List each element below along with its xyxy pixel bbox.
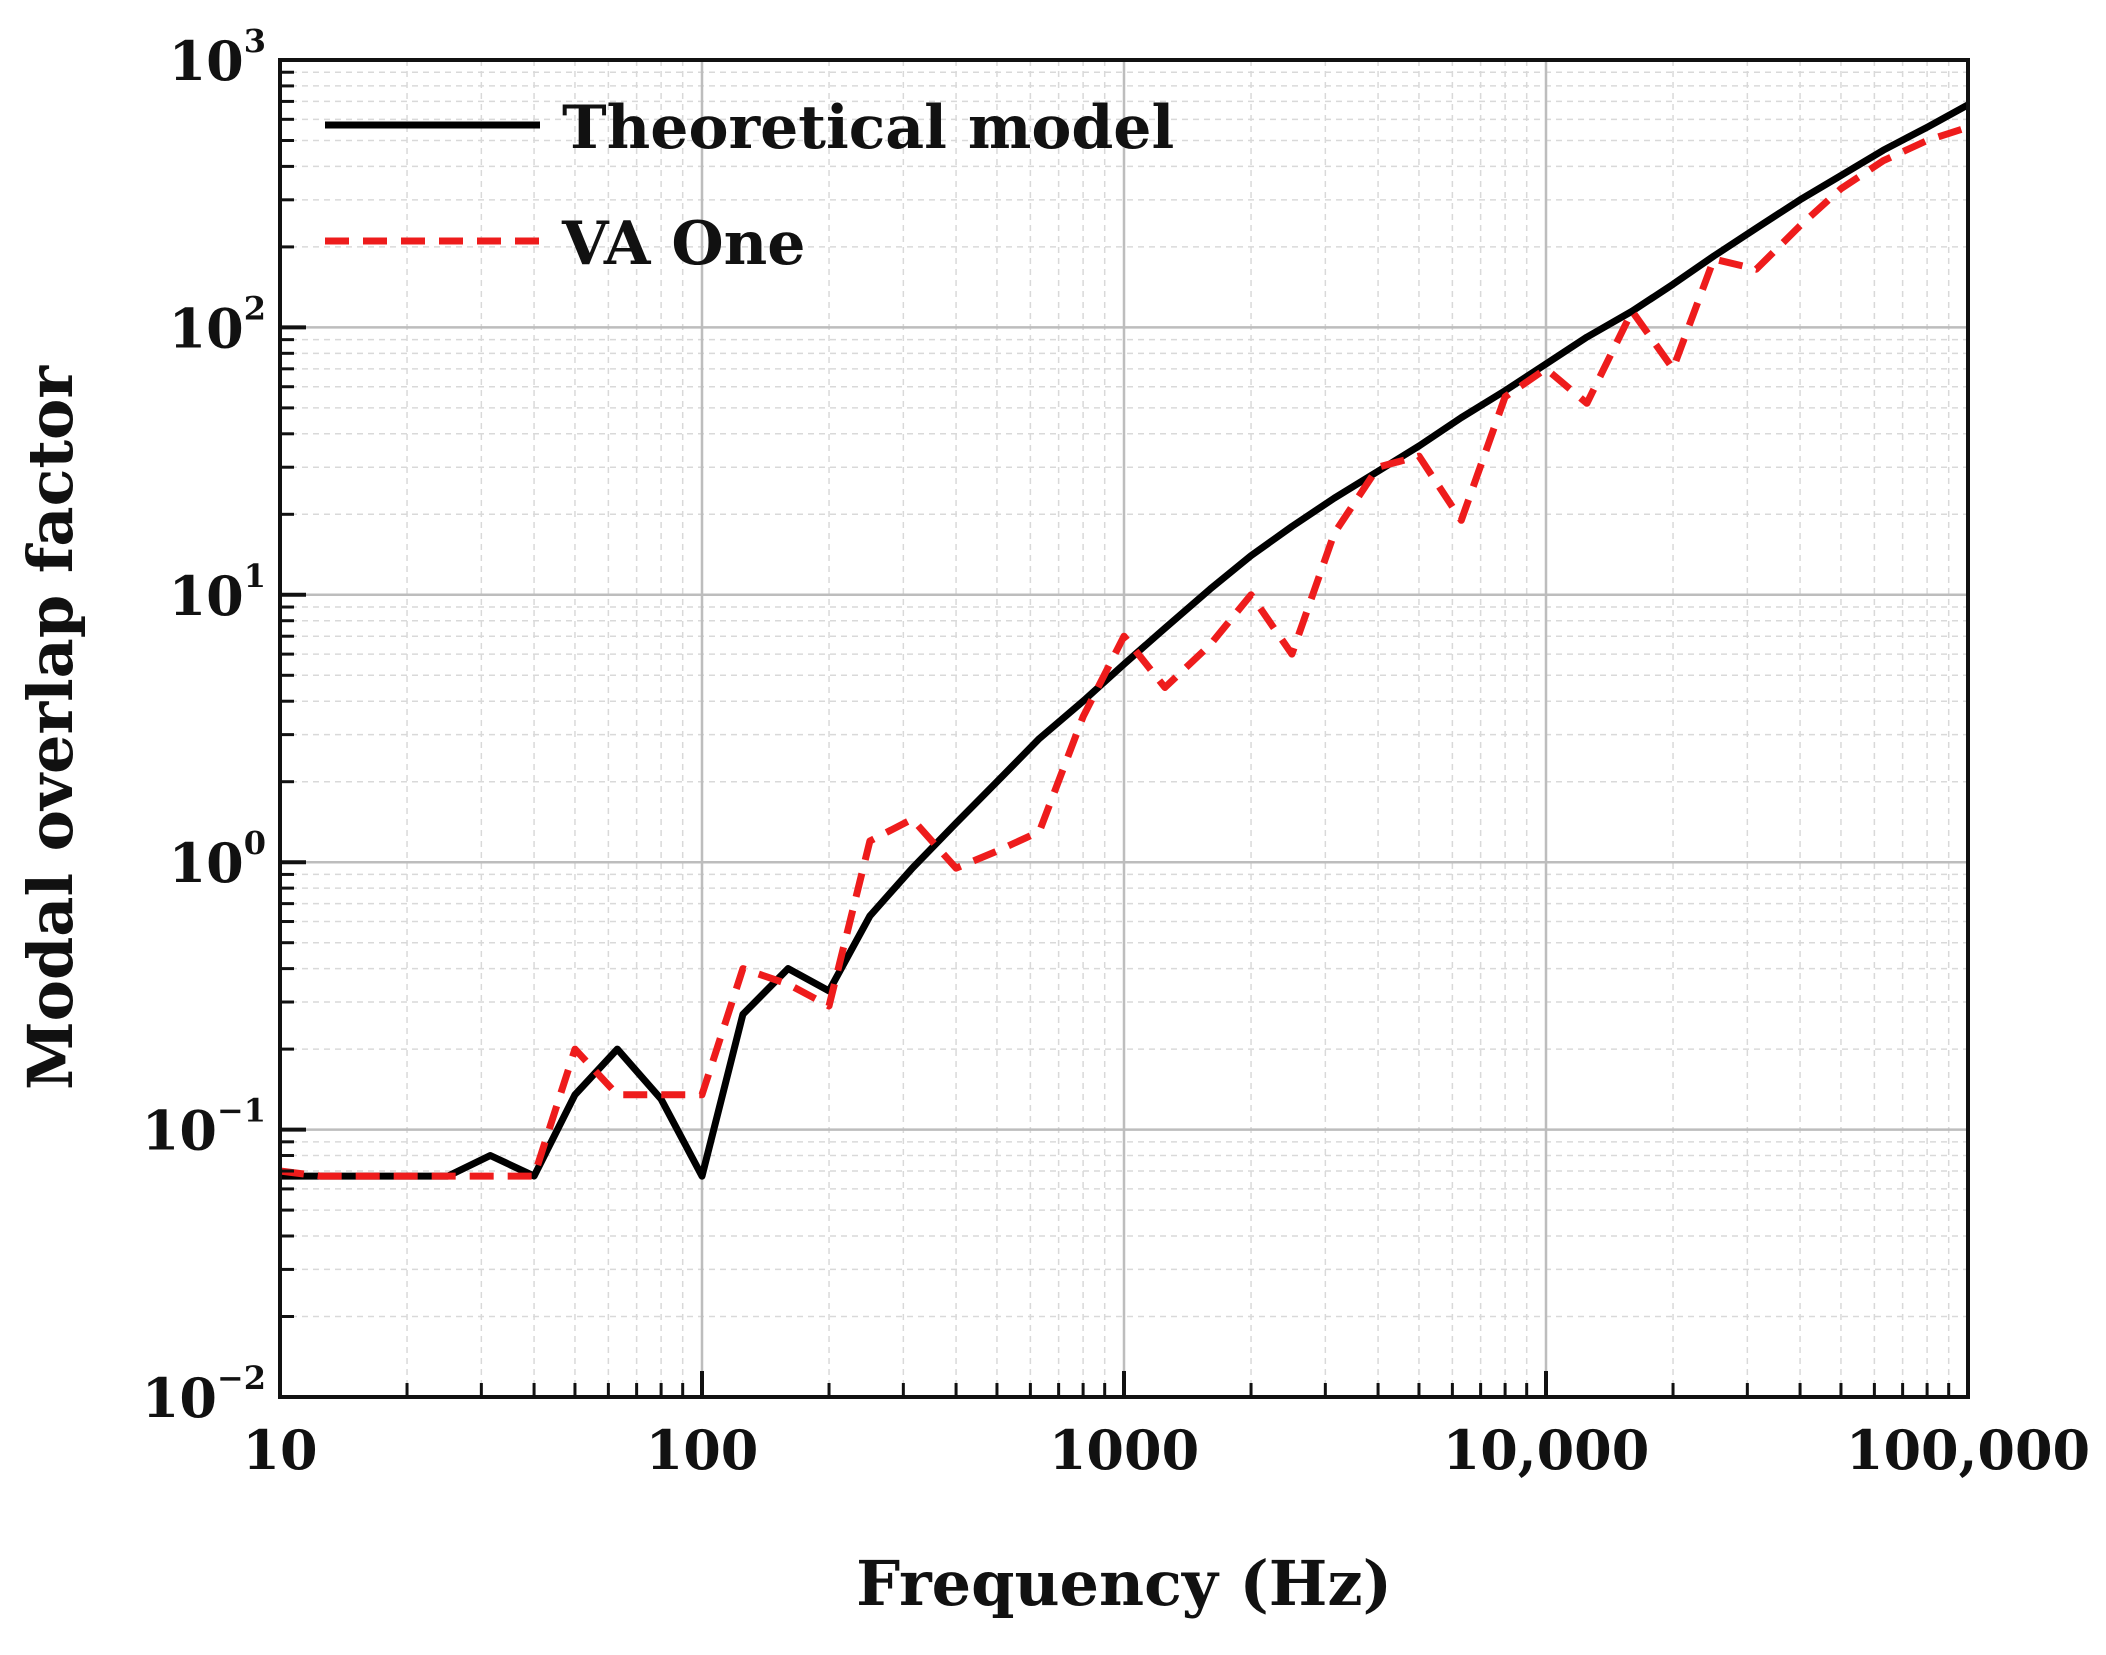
x-tick-label: 1000	[1049, 1418, 1199, 1482]
legend-label-theoretical: Theoretical model	[562, 93, 1174, 163]
legend: Theoretical model VA One	[325, 93, 1174, 279]
x-tick-label: 100	[646, 1418, 759, 1482]
x-tick-label: 10,000	[1443, 1418, 1650, 1482]
tick-labels: 10 100 1000 10,000 100,000 10−2 10−1 100 101 102 1…	[142, 22, 2090, 1482]
y-tick-label: 102	[169, 289, 266, 360]
legend-label-va-one: VA One	[561, 209, 805, 279]
y-tick-label: 100	[169, 824, 266, 895]
series-lines	[279, 101, 1970, 1180]
y-tick-label: 10−1	[142, 1092, 266, 1163]
x-tick-label: 100,000	[1846, 1418, 2090, 1482]
y-tick-label: 103	[169, 22, 266, 93]
y-tick-label: 101	[169, 557, 266, 628]
series-line-theoretical-model	[280, 101, 1970, 1180]
series-line-va-one	[279, 123, 1970, 1180]
x-axis-title: Frequency (Hz)	[856, 1547, 1392, 1620]
y-axis-title: Modal overlap factor	[14, 365, 87, 1090]
x-tick-label: 10	[242, 1418, 317, 1482]
y-tick-label: 10−2	[142, 1359, 266, 1430]
axis-ticks	[278, 58, 1970, 1399]
grid	[278, 58, 1970, 1399]
